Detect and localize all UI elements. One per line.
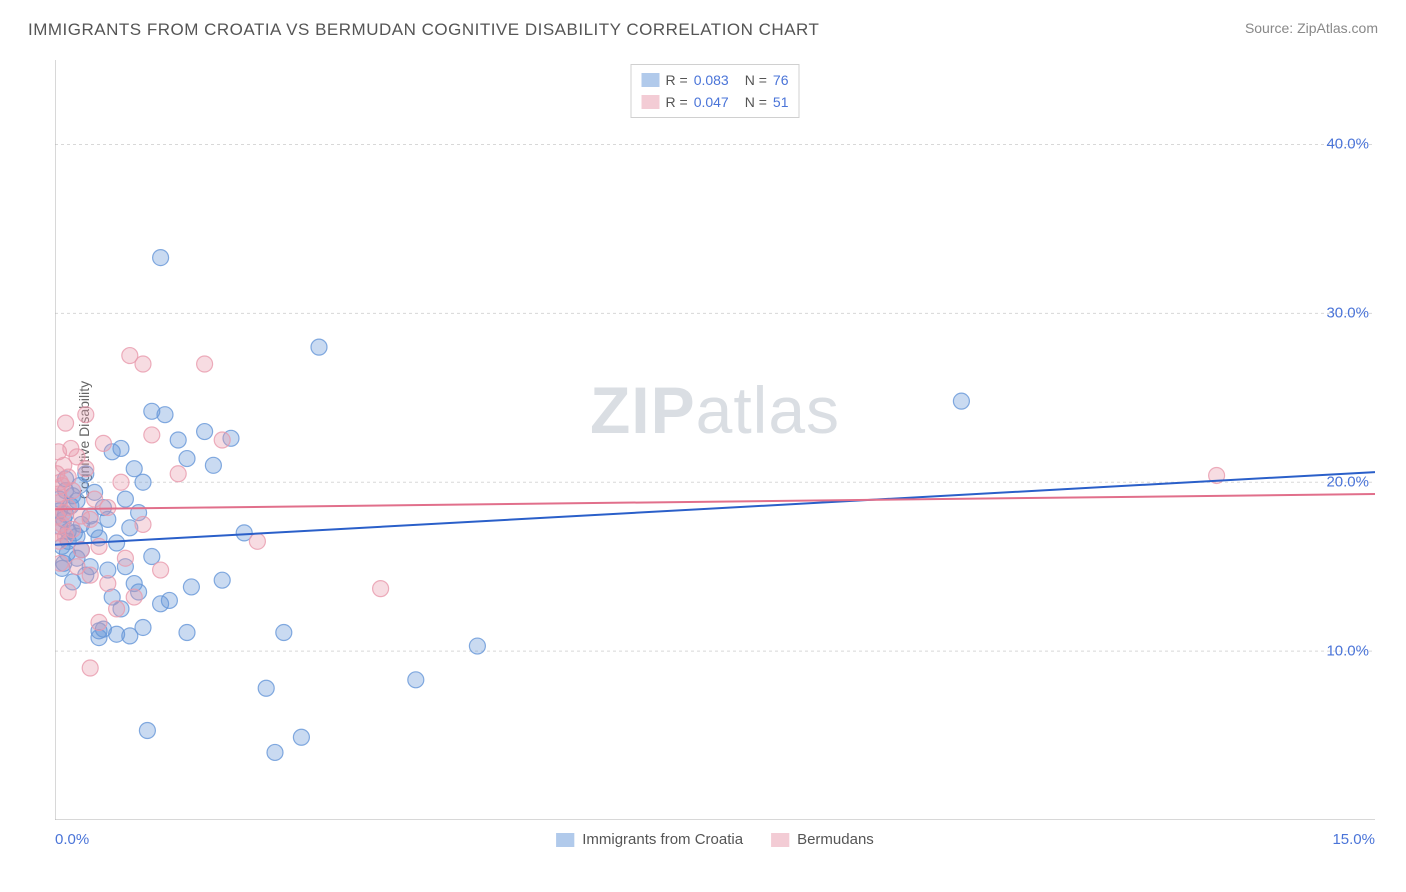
data-point-croatia (170, 432, 186, 448)
stats-legend-row: R = 0.047 N = 51 (642, 91, 789, 113)
data-point-bermudans (78, 407, 94, 423)
source-attribution: Source: ZipAtlas.com (1245, 20, 1378, 36)
data-point-bermudans (117, 550, 133, 566)
data-point-bermudans (78, 461, 94, 477)
series-legend-item: Immigrants from Croatia (556, 831, 743, 848)
trend-line-croatia (55, 472, 1375, 545)
data-point-bermudans (58, 415, 74, 431)
data-point-bermudans (373, 581, 389, 597)
source-prefix: Source: (1245, 20, 1297, 36)
data-point-croatia (139, 722, 155, 738)
data-point-croatia (109, 535, 125, 551)
series-label: Immigrants from Croatia (582, 831, 743, 848)
chart-area: Cognitive Disability ZIPatlas R =0.083N … (55, 60, 1375, 820)
data-point-bermudans (170, 466, 186, 482)
data-point-croatia (179, 625, 195, 641)
y-tick-label: 20.0% (1326, 474, 1369, 491)
data-point-croatia (267, 744, 283, 760)
data-point-croatia (161, 592, 177, 608)
r-value: 0.083 (694, 69, 729, 91)
data-point-croatia (953, 393, 969, 409)
series-label: Bermudans (797, 831, 874, 848)
data-point-croatia (135, 474, 151, 490)
data-point-croatia (293, 729, 309, 745)
data-point-croatia (205, 457, 221, 473)
data-point-bermudans (82, 567, 98, 583)
data-point-croatia (179, 451, 195, 467)
source-name: ZipAtlas.com (1297, 20, 1378, 36)
data-point-croatia (408, 672, 424, 688)
r-label: R = (666, 91, 688, 113)
data-point-bermudans (249, 533, 265, 549)
n-label: N = (745, 69, 767, 91)
n-value: 51 (773, 91, 789, 113)
data-point-bermudans (55, 555, 68, 571)
data-point-bermudans (214, 432, 230, 448)
data-point-bermudans (91, 538, 107, 554)
stats-legend-row: R = 0.083 N = 76 (642, 69, 789, 91)
legend-swatch (642, 95, 660, 109)
data-point-bermudans (113, 474, 129, 490)
data-point-bermudans (82, 660, 98, 676)
x-axis-min-label: 0.0% (55, 831, 89, 848)
data-point-croatia (183, 579, 199, 595)
data-point-croatia (258, 680, 274, 696)
n-label: N = (745, 91, 767, 113)
data-point-croatia (91, 630, 107, 646)
data-point-croatia (197, 424, 213, 440)
data-point-bermudans (82, 511, 98, 527)
x-axis-max-label: 15.0% (1332, 831, 1375, 848)
data-point-bermudans (65, 483, 81, 499)
scatter-plot (55, 60, 1375, 820)
data-point-bermudans (197, 356, 213, 372)
data-point-bermudans (135, 516, 151, 532)
data-point-croatia (311, 339, 327, 355)
data-point-bermudans (144, 427, 160, 443)
data-point-bermudans (109, 601, 125, 617)
stats-legend: R = 0.083 N = 76 R = 0.047 N = 51 (631, 64, 800, 118)
data-point-bermudans (153, 562, 169, 578)
y-tick-label: 40.0% (1326, 136, 1369, 153)
data-point-croatia (135, 619, 151, 635)
data-point-croatia (214, 572, 230, 588)
series-legend: Immigrants from Croatia Bermudans (556, 831, 874, 848)
n-value: 76 (773, 69, 789, 91)
r-label: R = (666, 69, 688, 91)
data-point-bermudans (126, 589, 142, 605)
legend-swatch (642, 73, 660, 87)
data-point-bermudans (100, 500, 116, 516)
data-point-bermudans (95, 435, 111, 451)
legend-swatch (556, 833, 574, 847)
y-tick-label: 10.0% (1326, 643, 1369, 660)
data-point-bermudans (100, 576, 116, 592)
r-value: 0.047 (694, 91, 729, 113)
series-legend-item: Bermudans (771, 831, 874, 848)
chart-title: IMMIGRANTS FROM CROATIA VS BERMUDAN COGN… (28, 20, 819, 40)
data-point-croatia (157, 407, 173, 423)
data-point-bermudans (60, 584, 76, 600)
data-point-croatia (113, 440, 129, 456)
data-point-croatia (117, 491, 133, 507)
y-tick-label: 30.0% (1326, 305, 1369, 322)
data-point-bermudans (135, 356, 151, 372)
data-point-croatia (469, 638, 485, 654)
legend-swatch (771, 833, 789, 847)
data-point-croatia (153, 250, 169, 266)
data-point-bermudans (91, 614, 107, 630)
trend-line-bermudans (55, 494, 1375, 509)
data-point-croatia (276, 625, 292, 641)
